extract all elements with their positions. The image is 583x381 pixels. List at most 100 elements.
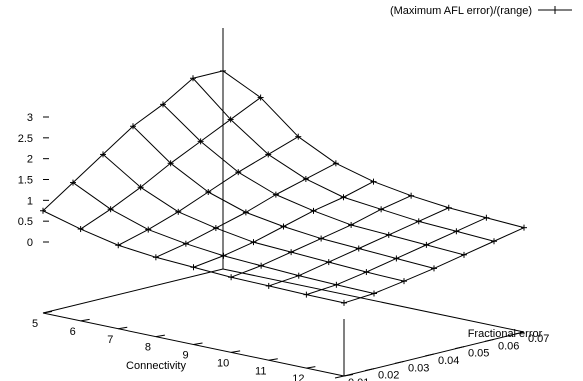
data-point — [333, 281, 340, 288]
data-point — [227, 116, 234, 123]
data-point — [212, 225, 219, 232]
x-tick — [193, 342, 203, 345]
data-point — [378, 206, 385, 213]
data-point — [220, 252, 227, 259]
data-point — [228, 274, 235, 281]
y-tick — [394, 360, 405, 364]
legend-marker — [551, 6, 559, 14]
data-point — [423, 241, 430, 248]
data-point — [145, 226, 152, 233]
z-tick-label: 1 — [27, 195, 33, 207]
x-tick — [268, 358, 278, 361]
mesh-line-y — [222, 70, 525, 229]
data-point — [167, 160, 174, 167]
y-tick-label: 0.07 — [528, 333, 549, 345]
data-point — [152, 254, 159, 261]
z-tick-label: 0.5 — [18, 216, 33, 228]
data-point — [295, 272, 302, 279]
mesh-line-x — [42, 70, 224, 212]
data-point — [220, 67, 226, 74]
data-point — [272, 191, 279, 198]
data-point — [370, 178, 377, 185]
x-tick — [231, 350, 241, 353]
x-tick — [42, 311, 53, 314]
data-point — [250, 239, 257, 246]
y-tick-label: 0.02 — [378, 370, 399, 381]
x-tick — [80, 318, 90, 322]
data-point — [280, 223, 287, 230]
y-axis-label: Fractional error — [468, 328, 543, 340]
x-tick — [306, 366, 316, 369]
data-point — [137, 184, 144, 191]
axis-ticks — [42, 116, 525, 379]
data-point — [242, 209, 249, 216]
surface-mesh — [42, 70, 525, 304]
point-markers — [40, 67, 527, 306]
data-point — [235, 169, 242, 176]
data-point — [318, 235, 325, 242]
y-tick — [454, 346, 465, 350]
data-point — [363, 269, 370, 276]
y-tick — [514, 331, 525, 335]
data-point — [445, 204, 452, 211]
data-point — [325, 259, 332, 266]
data-point — [265, 282, 272, 289]
data-point — [205, 189, 212, 195]
z-tick-label: 1.5 — [18, 175, 33, 187]
y-tick — [424, 353, 435, 357]
data-point — [265, 151, 272, 158]
data-point — [341, 299, 347, 306]
data-point — [371, 290, 377, 297]
x-tick-label: 11 — [255, 365, 266, 377]
x-tick-label: 5 — [32, 318, 38, 330]
data-point — [431, 265, 437, 272]
x-axis-label: Connectivity — [126, 360, 186, 372]
data-point — [310, 207, 317, 214]
z-tick-label: 3 — [27, 112, 33, 124]
data-point — [401, 278, 407, 285]
data-point — [40, 207, 46, 214]
data-point — [77, 226, 84, 233]
base-edge-back — [222, 268, 525, 333]
data-point — [415, 218, 422, 225]
z-tick-label: 0 — [27, 237, 33, 249]
data-point — [348, 221, 355, 228]
data-point — [302, 175, 309, 182]
data-point — [355, 245, 362, 252]
x-tick-label: 12 — [292, 373, 304, 381]
data-point — [100, 151, 106, 158]
data-point — [332, 160, 339, 167]
mesh-line-x — [343, 227, 525, 304]
data-point — [483, 214, 490, 221]
y-tick-label: 0.04 — [438, 355, 459, 367]
data-point — [461, 251, 467, 258]
y-tick — [484, 338, 495, 342]
tick-labels: 56789101112130.010.020.030.040.050.060.0… — [18, 112, 550, 381]
data-point — [115, 242, 122, 249]
data-point — [160, 101, 166, 108]
legend-label: (Maximum AFL error)/(range) — [390, 5, 532, 17]
data-point — [295, 133, 302, 140]
data-point — [107, 206, 114, 213]
legend: (Maximum AFL error)/(range) — [390, 5, 572, 17]
data-point — [70, 179, 76, 186]
data-point — [491, 238, 497, 245]
data-point — [175, 208, 182, 215]
data-point — [303, 291, 310, 298]
y-tick-label: 0.03 — [408, 362, 429, 374]
y-tick-label: 0.01 — [348, 377, 369, 381]
data-point — [521, 224, 527, 231]
x-tick-label: 10 — [217, 357, 229, 369]
data-point — [182, 240, 189, 247]
data-point — [393, 255, 400, 262]
y-tick-label: 0.06 — [498, 340, 519, 352]
x-tick-label: 9 — [182, 350, 188, 362]
z-tick-label: 2.5 — [18, 133, 33, 145]
x-tick — [118, 326, 128, 330]
data-point — [408, 192, 415, 199]
x-tick-label: 7 — [107, 334, 113, 346]
data-point — [258, 262, 265, 269]
data-point — [190, 75, 196, 82]
axes-frame — [42, 28, 525, 377]
